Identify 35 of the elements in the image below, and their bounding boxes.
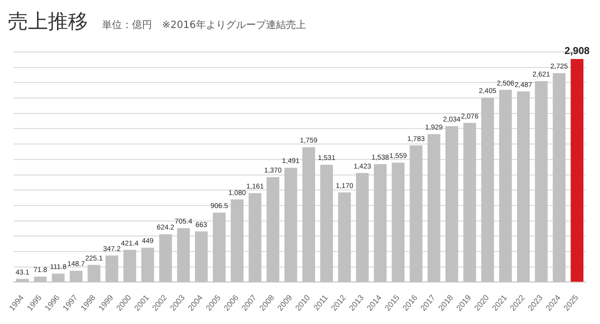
chart-subtitle: 単位：億円 ※2016年よりグループ連結売上 — [102, 18, 306, 32]
bar — [106, 256, 118, 282]
bar — [428, 134, 440, 282]
data-label: 2,908 — [564, 46, 590, 57]
bar — [338, 192, 351, 282]
bar — [141, 248, 154, 282]
bar — [284, 168, 298, 282]
bar — [88, 264, 100, 282]
bar — [392, 162, 405, 282]
bar — [534, 81, 548, 282]
bar — [123, 250, 136, 282]
bar — [248, 193, 262, 282]
bar — [410, 145, 422, 282]
bar — [34, 276, 47, 282]
bar — [159, 234, 172, 282]
bar — [320, 164, 333, 282]
bar — [445, 126, 458, 282]
bar — [481, 98, 494, 282]
chart-title: 売上推移 — [8, 8, 88, 35]
bar — [194, 231, 208, 282]
bar — [16, 278, 29, 282]
bar — [374, 164, 387, 282]
bar — [517, 91, 530, 282]
bar — [356, 173, 369, 282]
bar — [499, 90, 512, 282]
bar — [266, 177, 280, 282]
bar — [177, 228, 190, 282]
bar — [212, 212, 226, 282]
bar — [302, 147, 316, 282]
bar — [52, 274, 65, 282]
bar — [70, 270, 82, 282]
bar — [463, 122, 476, 282]
bar — [552, 73, 566, 282]
bar — [570, 59, 584, 282]
bar — [230, 199, 244, 282]
